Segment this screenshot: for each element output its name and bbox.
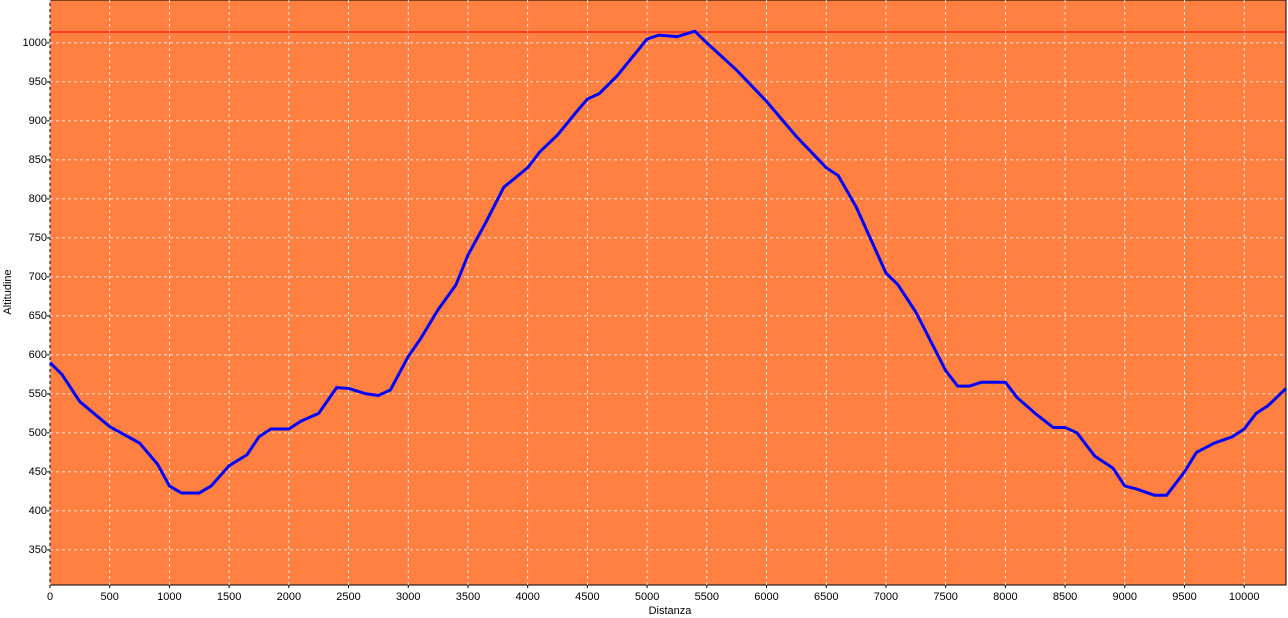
y-tick-label: 950 [29,76,47,88]
y-tick-label: 450 [29,466,47,478]
y-tick-label: 600 [29,349,47,361]
x-tick-label: 5500 [695,591,719,603]
x-tick-label: 0 [47,591,53,603]
y-tick-label: 800 [29,193,47,205]
y-axis-label: Altitudine [2,269,14,314]
y-tick-label: 1000 [23,37,47,49]
x-tick-label: 7500 [933,591,957,603]
x-tick-label: 8500 [1053,591,1077,603]
x-tick-label: 500 [101,591,119,603]
y-tick-label: 550 [29,388,47,400]
altitude-line [48,29,1288,497]
x-tick-label: 9500 [1172,591,1196,603]
y-tick-label: 350 [29,544,47,556]
x-axis-label: Distanza [649,605,693,617]
y-tick-label: 900 [29,115,47,127]
x-tick-label: 8000 [993,591,1017,603]
x-tick-label: 3000 [396,591,420,603]
x-tick-label: 2000 [277,591,301,603]
y-tick-label: 650 [29,310,47,322]
x-tick-label: 5000 [635,591,659,603]
x-tick-label: 6500 [814,591,838,603]
x-tick-label: 10000 [1229,591,1260,603]
y-tick-label: 850 [29,154,47,166]
x-tick-label: 3500 [456,591,480,603]
x-tick-label: 1000 [157,591,181,603]
x-tick-label: 4500 [575,591,599,603]
plot-area [49,0,1287,586]
y-tick-label: 400 [29,505,47,517]
x-tick-label: 4000 [515,591,539,603]
x-tick-label: 1500 [217,591,241,603]
y-tick-label: 700 [29,271,47,283]
x-tick-label: 6000 [754,591,778,603]
y-tick-label: 750 [29,232,47,244]
y-tick-label: 500 [29,427,47,439]
x-tick-label: 9000 [1113,591,1137,603]
x-tick-label: 2500 [336,591,360,603]
x-tick-label: 7000 [874,591,898,603]
